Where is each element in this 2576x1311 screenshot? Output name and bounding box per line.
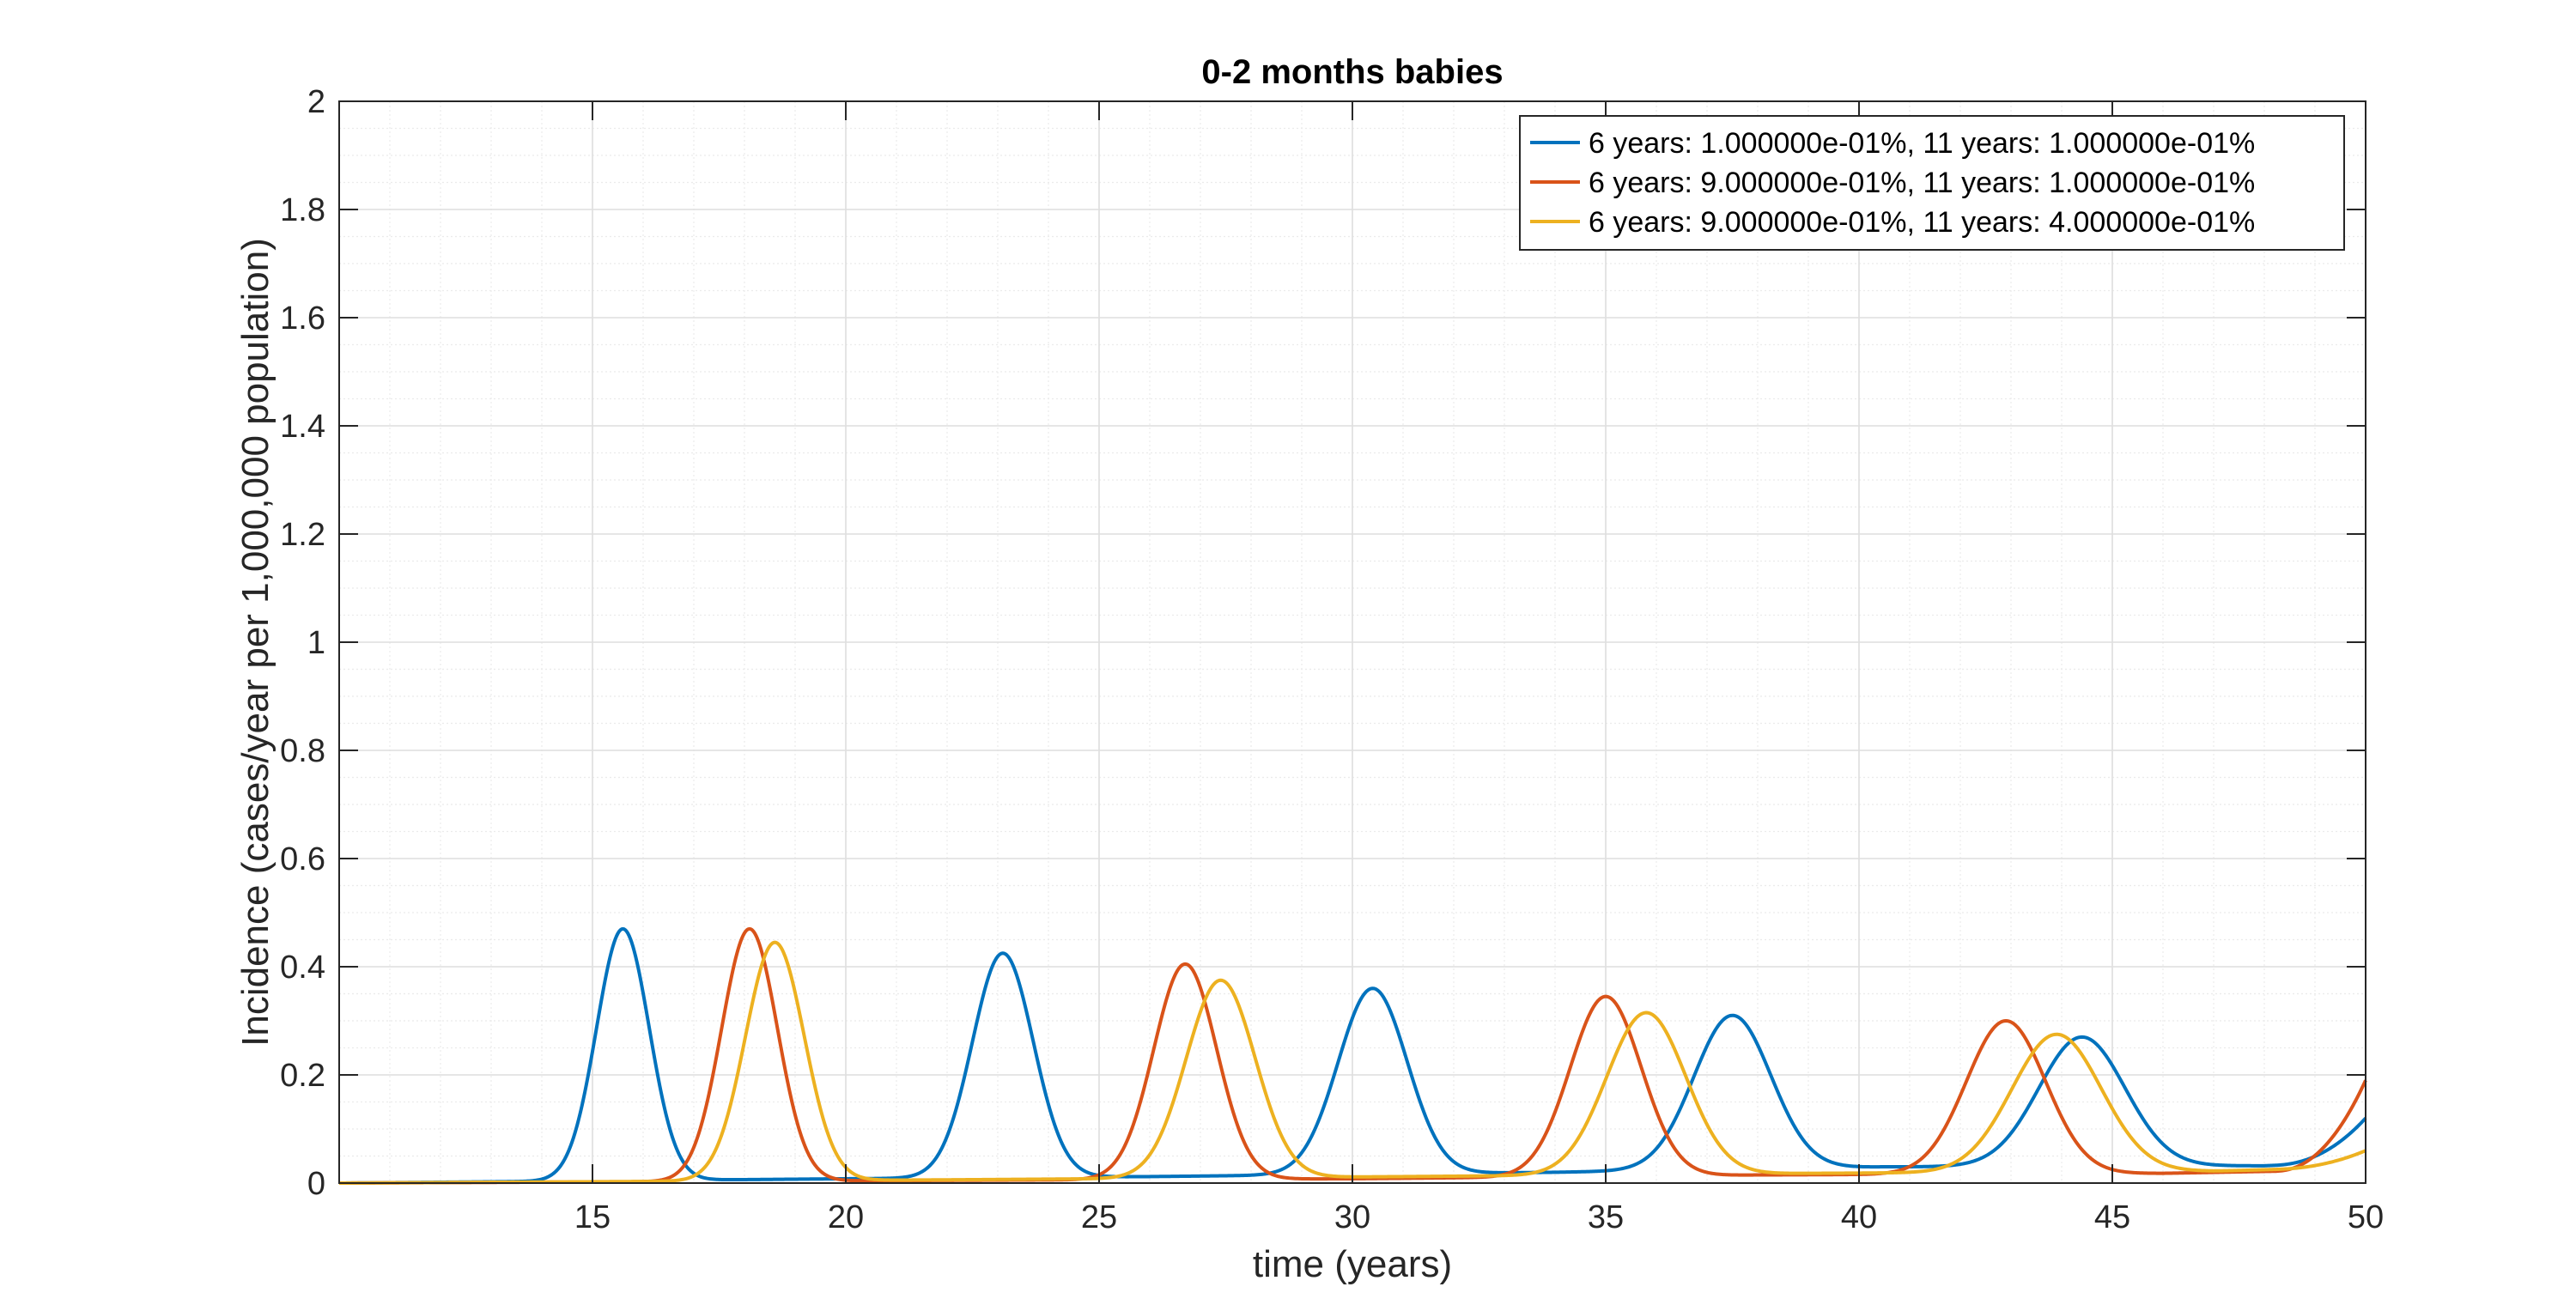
x-tick-label: 15: [574, 1199, 611, 1235]
x-tick-label: 25: [1081, 1199, 1117, 1235]
y-tick-label: 0.6: [280, 841, 325, 877]
y-tick-label: 1.6: [280, 300, 325, 337]
x-tick-label: 20: [828, 1199, 864, 1235]
legend-entry-2: 6 years: 9.000000e-01%, 11 years: 1.0000…: [1589, 167, 2255, 199]
x-tick-label: 45: [2094, 1199, 2130, 1235]
y-tick-label: 1.2: [280, 517, 325, 553]
legend-box: [1519, 115, 2345, 251]
x-tick-label: 40: [1841, 1199, 1877, 1235]
x-tick-label: 30: [1334, 1199, 1370, 1235]
x-tick-label: 35: [1588, 1199, 1624, 1235]
y-axis-label: Incidence (cases/year per 1,000,000 popu…: [234, 238, 276, 1047]
y-tick-label: 0.2: [280, 1058, 325, 1094]
y-tick-label: 1.4: [280, 409, 325, 445]
x-tick-label: 50: [2348, 1199, 2384, 1235]
axis-ticks: 15 20 25 30 35 40 45 50 0 0.2 0.4 0.6 0.8 1 1.2 1.4 1.6 1…: [280, 84, 2384, 1235]
chart-title: 0-2 months babies: [1201, 53, 1503, 91]
y-tick-label: 1.8: [280, 192, 325, 228]
y-tick-label: 0: [307, 1166, 325, 1202]
legend: 6 years: 1.000000e-01%, 11 years: 1.0000…: [1519, 115, 2345, 251]
y-tick-label: 2: [307, 84, 325, 120]
series-line-1: [338, 926, 2367, 1185]
x-axis-label: time (years): [1253, 1243, 1452, 1285]
y-tick-label: 1: [307, 625, 325, 661]
y-tick-label: 0.8: [280, 733, 325, 769]
y-tick-label: 0.4: [280, 950, 325, 986]
legend-entry-3: 6 years: 9.000000e-01%, 11 years: 4.0000…: [1589, 206, 2255, 239]
legend-entry-1: 6 years: 1.000000e-01%, 11 years: 1.0000…: [1589, 127, 2255, 160]
